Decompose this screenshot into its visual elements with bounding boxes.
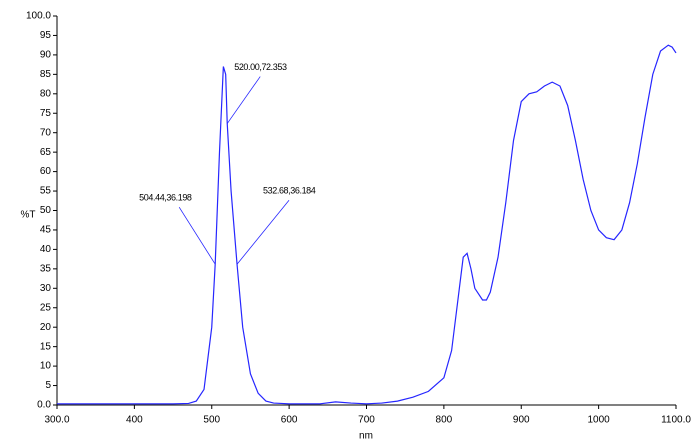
annotation-leader bbox=[178, 206, 216, 265]
y-tick-label: 20 bbox=[40, 322, 52, 333]
y-tick-label: 100.0 bbox=[26, 11, 51, 22]
y-tick-label: 35 bbox=[40, 263, 52, 274]
y-tick-label: 85 bbox=[40, 69, 52, 80]
x-tick-label: 600 bbox=[281, 415, 298, 426]
x-axis-label: nm bbox=[359, 431, 373, 442]
y-tick-label: 75 bbox=[40, 108, 52, 119]
y-tick-label: 0.0 bbox=[37, 400, 51, 411]
x-tick-label: 800 bbox=[436, 415, 453, 426]
x-tick-label: 1000 bbox=[588, 415, 611, 426]
x-tick-label: 900 bbox=[513, 415, 530, 426]
annotation: 520.00,72.353 bbox=[234, 62, 287, 72]
y-tick-label: 25 bbox=[40, 302, 52, 313]
y-tick-label: 80 bbox=[40, 88, 52, 99]
x-tick-label: 1100.0 bbox=[661, 415, 691, 426]
annotation: 532.68,36.184 bbox=[263, 186, 316, 196]
y-tick-label: 50 bbox=[40, 205, 52, 216]
y-tick-label: 5 bbox=[45, 380, 51, 391]
x-tick-label: 400 bbox=[126, 415, 143, 426]
annotation-leader bbox=[236, 199, 290, 265]
y-tick-label: 95 bbox=[40, 30, 52, 41]
y-tick-label: 70 bbox=[40, 127, 52, 138]
y-tick-label: 15 bbox=[40, 341, 52, 352]
annotation: 504.44,36.198 bbox=[139, 193, 192, 203]
y-tick-label: 10 bbox=[40, 361, 52, 372]
y-tick-label: 90 bbox=[40, 50, 52, 61]
y-tick-label: 40 bbox=[40, 244, 52, 255]
y-tick-label: 55 bbox=[40, 186, 52, 197]
y-tick-label: 60 bbox=[40, 166, 52, 177]
y-axis-label: %T bbox=[21, 210, 36, 221]
x-tick-label: 500 bbox=[203, 415, 220, 426]
spectrum-line bbox=[57, 44, 677, 405]
x-tick-label: 700 bbox=[358, 415, 375, 426]
y-tick-label: 65 bbox=[40, 147, 52, 158]
y-tick-label: 30 bbox=[40, 283, 52, 294]
annotation-leader bbox=[226, 76, 261, 124]
x-tick-label: 300.0 bbox=[44, 415, 69, 426]
y-tick-label: 45 bbox=[40, 225, 52, 236]
